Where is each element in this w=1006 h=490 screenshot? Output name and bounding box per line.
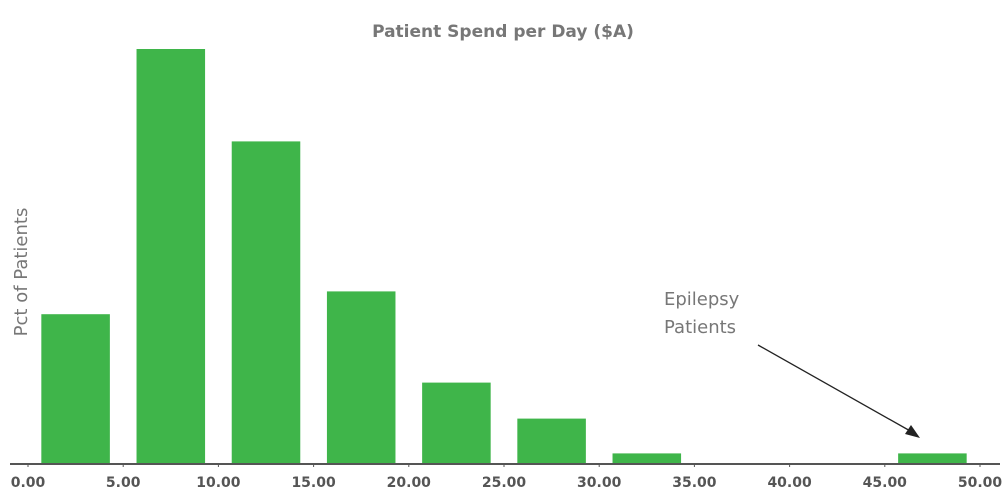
bar: [517, 418, 586, 463]
bar: [326, 291, 396, 463]
bar: [898, 453, 967, 463]
bar: [231, 141, 301, 463]
x-tick-label: 30.00: [577, 475, 622, 490]
x-tick-label: 50.00: [958, 475, 1003, 490]
x-tick-label: 25.00: [482, 475, 527, 490]
x-tick-label: 45.00: [863, 475, 908, 490]
chart-title: Patient Spend per Day ($A): [372, 22, 634, 42]
bar: [422, 382, 491, 463]
bar: [136, 49, 206, 463]
x-tick-label: 15.00: [291, 475, 336, 490]
x-tick-label: 0.00: [11, 475, 46, 490]
bar: [612, 453, 682, 463]
bar: [41, 314, 110, 463]
arrow-head: [905, 425, 920, 438]
x-tick-label: 10.00: [196, 475, 241, 490]
x-tick-label: 5.00: [106, 475, 141, 490]
annotation: Epilepsy Patients: [664, 289, 740, 338]
x-tick-label: 35.00: [672, 475, 717, 490]
y-axis-label: Pct of Patients: [11, 208, 32, 337]
x-tick-label: 20.00: [387, 475, 432, 490]
x-tick-label: 40.00: [767, 475, 812, 490]
annotation-arrow: [757, 344, 913, 433]
